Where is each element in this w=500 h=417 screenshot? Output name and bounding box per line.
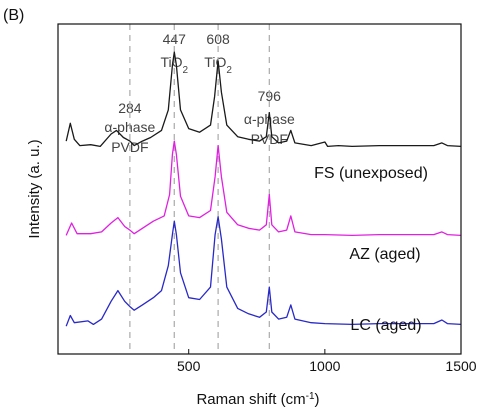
annotation-line: 796 bbox=[258, 88, 282, 104]
x-tick-label-500: 500 bbox=[177, 358, 201, 374]
series-line-2 bbox=[65, 140, 462, 237]
x-tick-label-1000: 1000 bbox=[309, 358, 340, 374]
plot-frame bbox=[57, 23, 462, 355]
annotation-subscript: 2 bbox=[226, 65, 232, 76]
x-tick-label-1500: 1500 bbox=[445, 358, 476, 374]
series-label-1: FS (unexposed) bbox=[314, 165, 428, 182]
series-label-3: LC (aged) bbox=[350, 317, 421, 334]
x-axis-title: Raman shift (cm-1) bbox=[196, 391, 319, 409]
annotation-line: 284 bbox=[118, 100, 142, 116]
series-line-3 bbox=[65, 216, 462, 327]
annotation-formula: TiO bbox=[160, 54, 182, 70]
y-axis-title: Intensity (a. u.) bbox=[26, 139, 43, 238]
annotation-formula: TiO bbox=[204, 54, 226, 70]
spectra: FS (unexposed) AZ (aged) LC (aged) bbox=[65, 51, 462, 334]
annotation-compound: TiO2 bbox=[204, 54, 232, 76]
panel-label: (B) bbox=[3, 7, 24, 24]
reference-lines bbox=[129, 24, 270, 354]
series-line-1 bbox=[65, 51, 462, 148]
annotation-subscript: 2 bbox=[183, 65, 189, 76]
x-axis-ticks: 500 1000 1500 bbox=[177, 349, 477, 374]
series-label-2: AZ (aged) bbox=[349, 246, 420, 263]
